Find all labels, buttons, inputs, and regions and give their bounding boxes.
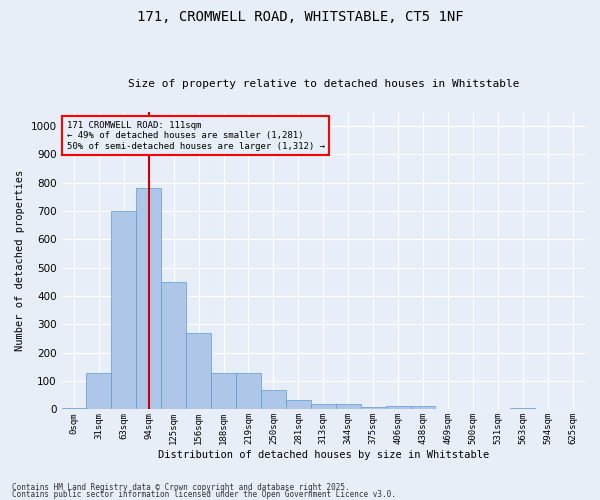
Y-axis label: Number of detached properties: Number of detached properties bbox=[15, 170, 25, 352]
X-axis label: Distribution of detached houses by size in Whitstable: Distribution of detached houses by size … bbox=[158, 450, 489, 460]
Bar bbox=[261, 390, 286, 409]
Bar bbox=[161, 282, 186, 410]
Bar bbox=[86, 372, 112, 410]
Text: Contains HM Land Registry data © Crown copyright and database right 2025.: Contains HM Land Registry data © Crown c… bbox=[12, 484, 350, 492]
Text: 171 CROMWELL ROAD: 111sqm
← 49% of detached houses are smaller (1,281)
50% of se: 171 CROMWELL ROAD: 111sqm ← 49% of detac… bbox=[67, 121, 325, 150]
Bar bbox=[236, 372, 261, 410]
Text: 171, CROMWELL ROAD, WHITSTABLE, CT5 1NF: 171, CROMWELL ROAD, WHITSTABLE, CT5 1NF bbox=[137, 10, 463, 24]
Bar bbox=[211, 372, 236, 410]
Title: Size of property relative to detached houses in Whitstable: Size of property relative to detached ho… bbox=[128, 79, 519, 89]
Bar bbox=[62, 408, 86, 410]
Bar bbox=[186, 333, 211, 409]
Bar bbox=[286, 400, 311, 409]
Bar bbox=[410, 406, 436, 409]
Bar bbox=[112, 211, 136, 410]
Bar bbox=[311, 404, 336, 409]
Bar bbox=[361, 406, 386, 410]
Bar bbox=[510, 408, 535, 410]
Text: Contains public sector information licensed under the Open Government Licence v3: Contains public sector information licen… bbox=[12, 490, 396, 499]
Bar bbox=[336, 404, 361, 409]
Bar bbox=[386, 406, 410, 409]
Bar bbox=[136, 188, 161, 410]
